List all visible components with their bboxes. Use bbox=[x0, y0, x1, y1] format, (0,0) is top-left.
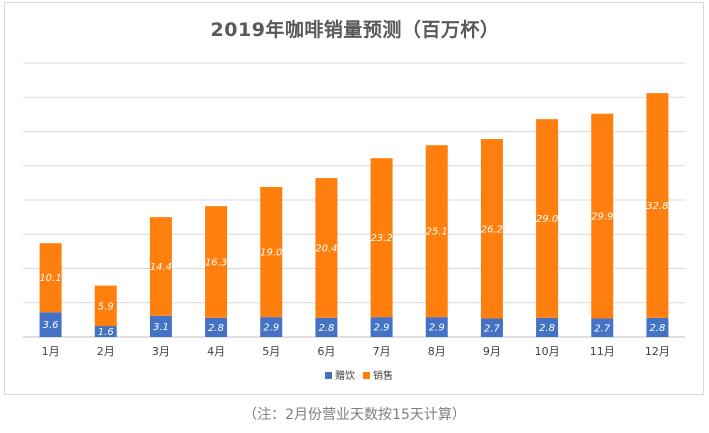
chart-plot: 3.6 10.1 1.6 5.9 3.1 14.4 2.8 16.3 2.9 19.0 2.8 20.… bbox=[23, 62, 685, 382]
bar-sales bbox=[315, 178, 338, 318]
bar-gift bbox=[536, 317, 559, 337]
x-tick-label: 1月 bbox=[42, 345, 60, 358]
data-label: 2.7 bbox=[484, 323, 501, 334]
data-label: 5.9 bbox=[98, 301, 114, 312]
data-label: 26.2 bbox=[481, 224, 503, 235]
legend-label-sales: 销售 bbox=[373, 369, 393, 382]
bar-sales bbox=[536, 119, 559, 318]
data-labels: 3.6 10.1 1.6 5.9 3.1 14.4 2.8 16.3 2.9 19.0 2.8 20.… bbox=[39, 201, 668, 338]
data-label: 32.8 bbox=[646, 201, 668, 212]
x-tick-label: 10月 bbox=[535, 345, 560, 358]
bar-sales bbox=[480, 139, 503, 319]
data-label: 3.6 bbox=[43, 320, 59, 331]
data-label: 2.8 bbox=[318, 323, 334, 334]
data-label: 10.1 bbox=[39, 273, 61, 284]
x-tick-label: 9月 bbox=[483, 345, 501, 358]
x-tick-label: 7月 bbox=[373, 345, 391, 358]
data-label: 23.2 bbox=[370, 233, 392, 244]
bar-gift bbox=[425, 317, 448, 337]
bar-gift bbox=[94, 326, 117, 337]
legend: 赠饮 销售 bbox=[325, 369, 393, 382]
bar-sales bbox=[646, 93, 669, 318]
bar-gift bbox=[315, 317, 338, 337]
bar-sales bbox=[149, 217, 172, 316]
data-label: 19.0 bbox=[260, 248, 282, 259]
data-label: 3.1 bbox=[153, 322, 169, 333]
x-tick-label: 2月 bbox=[97, 345, 115, 358]
data-label: 2.9 bbox=[374, 323, 390, 334]
bar-gift bbox=[370, 317, 393, 337]
data-label: 29.0 bbox=[536, 214, 558, 225]
chart-card: 2019年咖啡销量预测（百万杯） 3.6 10.1 1.6 5.9 3.1 14.4 2.8… bbox=[4, 2, 704, 395]
footnote: （注：2月份营业天数按15天计算） bbox=[243, 407, 466, 423]
bar-gift bbox=[646, 317, 669, 337]
bars bbox=[39, 93, 669, 337]
bar-sales bbox=[94, 285, 117, 327]
bar-sales bbox=[260, 186, 283, 318]
x-tick-label: 11月 bbox=[590, 345, 615, 358]
data-label: 2.8 bbox=[208, 323, 224, 334]
bar-gift bbox=[205, 317, 228, 337]
x-tick-label: 6月 bbox=[317, 345, 335, 358]
x-tick-label: 4月 bbox=[207, 345, 225, 358]
legend-swatch-gift bbox=[325, 372, 332, 379]
data-label: 25.1 bbox=[426, 227, 448, 238]
data-label: 1.6 bbox=[98, 327, 114, 338]
x-tick-label: 8月 bbox=[428, 345, 446, 358]
x-tick-label: 12月 bbox=[645, 345, 670, 358]
bar-sales bbox=[370, 158, 393, 318]
bar-gift bbox=[260, 317, 283, 337]
x-tick-label: 5月 bbox=[262, 345, 280, 358]
data-label: 2.9 bbox=[429, 323, 445, 334]
bar-gift bbox=[591, 318, 614, 337]
legend-swatch-sales bbox=[363, 372, 370, 379]
chart-title: 2019年咖啡销量预测（百万杯） bbox=[210, 19, 500, 41]
data-label: 2.9 bbox=[263, 323, 279, 334]
legend-label-gift: 赠饮 bbox=[335, 369, 355, 382]
data-label: 2.7 bbox=[594, 323, 611, 334]
x-axis: 1月 2月 3月 4月 5月 6月 7月 8月 9月 10月 11月 12月 bbox=[42, 345, 670, 358]
bar-sales bbox=[205, 206, 228, 318]
data-label: 2.8 bbox=[539, 323, 555, 334]
bar-gift bbox=[480, 318, 503, 337]
data-label: 16.3 bbox=[205, 257, 227, 268]
data-label: 29.9 bbox=[591, 212, 613, 223]
data-label: 20.4 bbox=[315, 243, 337, 254]
x-tick-label: 3月 bbox=[152, 345, 170, 358]
data-label: 2.8 bbox=[649, 323, 665, 334]
data-label: 14.4 bbox=[150, 262, 172, 273]
bar-sales bbox=[425, 145, 448, 318]
bar-gift bbox=[39, 312, 62, 337]
bar-gift bbox=[149, 315, 172, 337]
bar-sales bbox=[39, 243, 62, 313]
bar-sales bbox=[591, 113, 614, 319]
gridlines bbox=[23, 62, 685, 338]
